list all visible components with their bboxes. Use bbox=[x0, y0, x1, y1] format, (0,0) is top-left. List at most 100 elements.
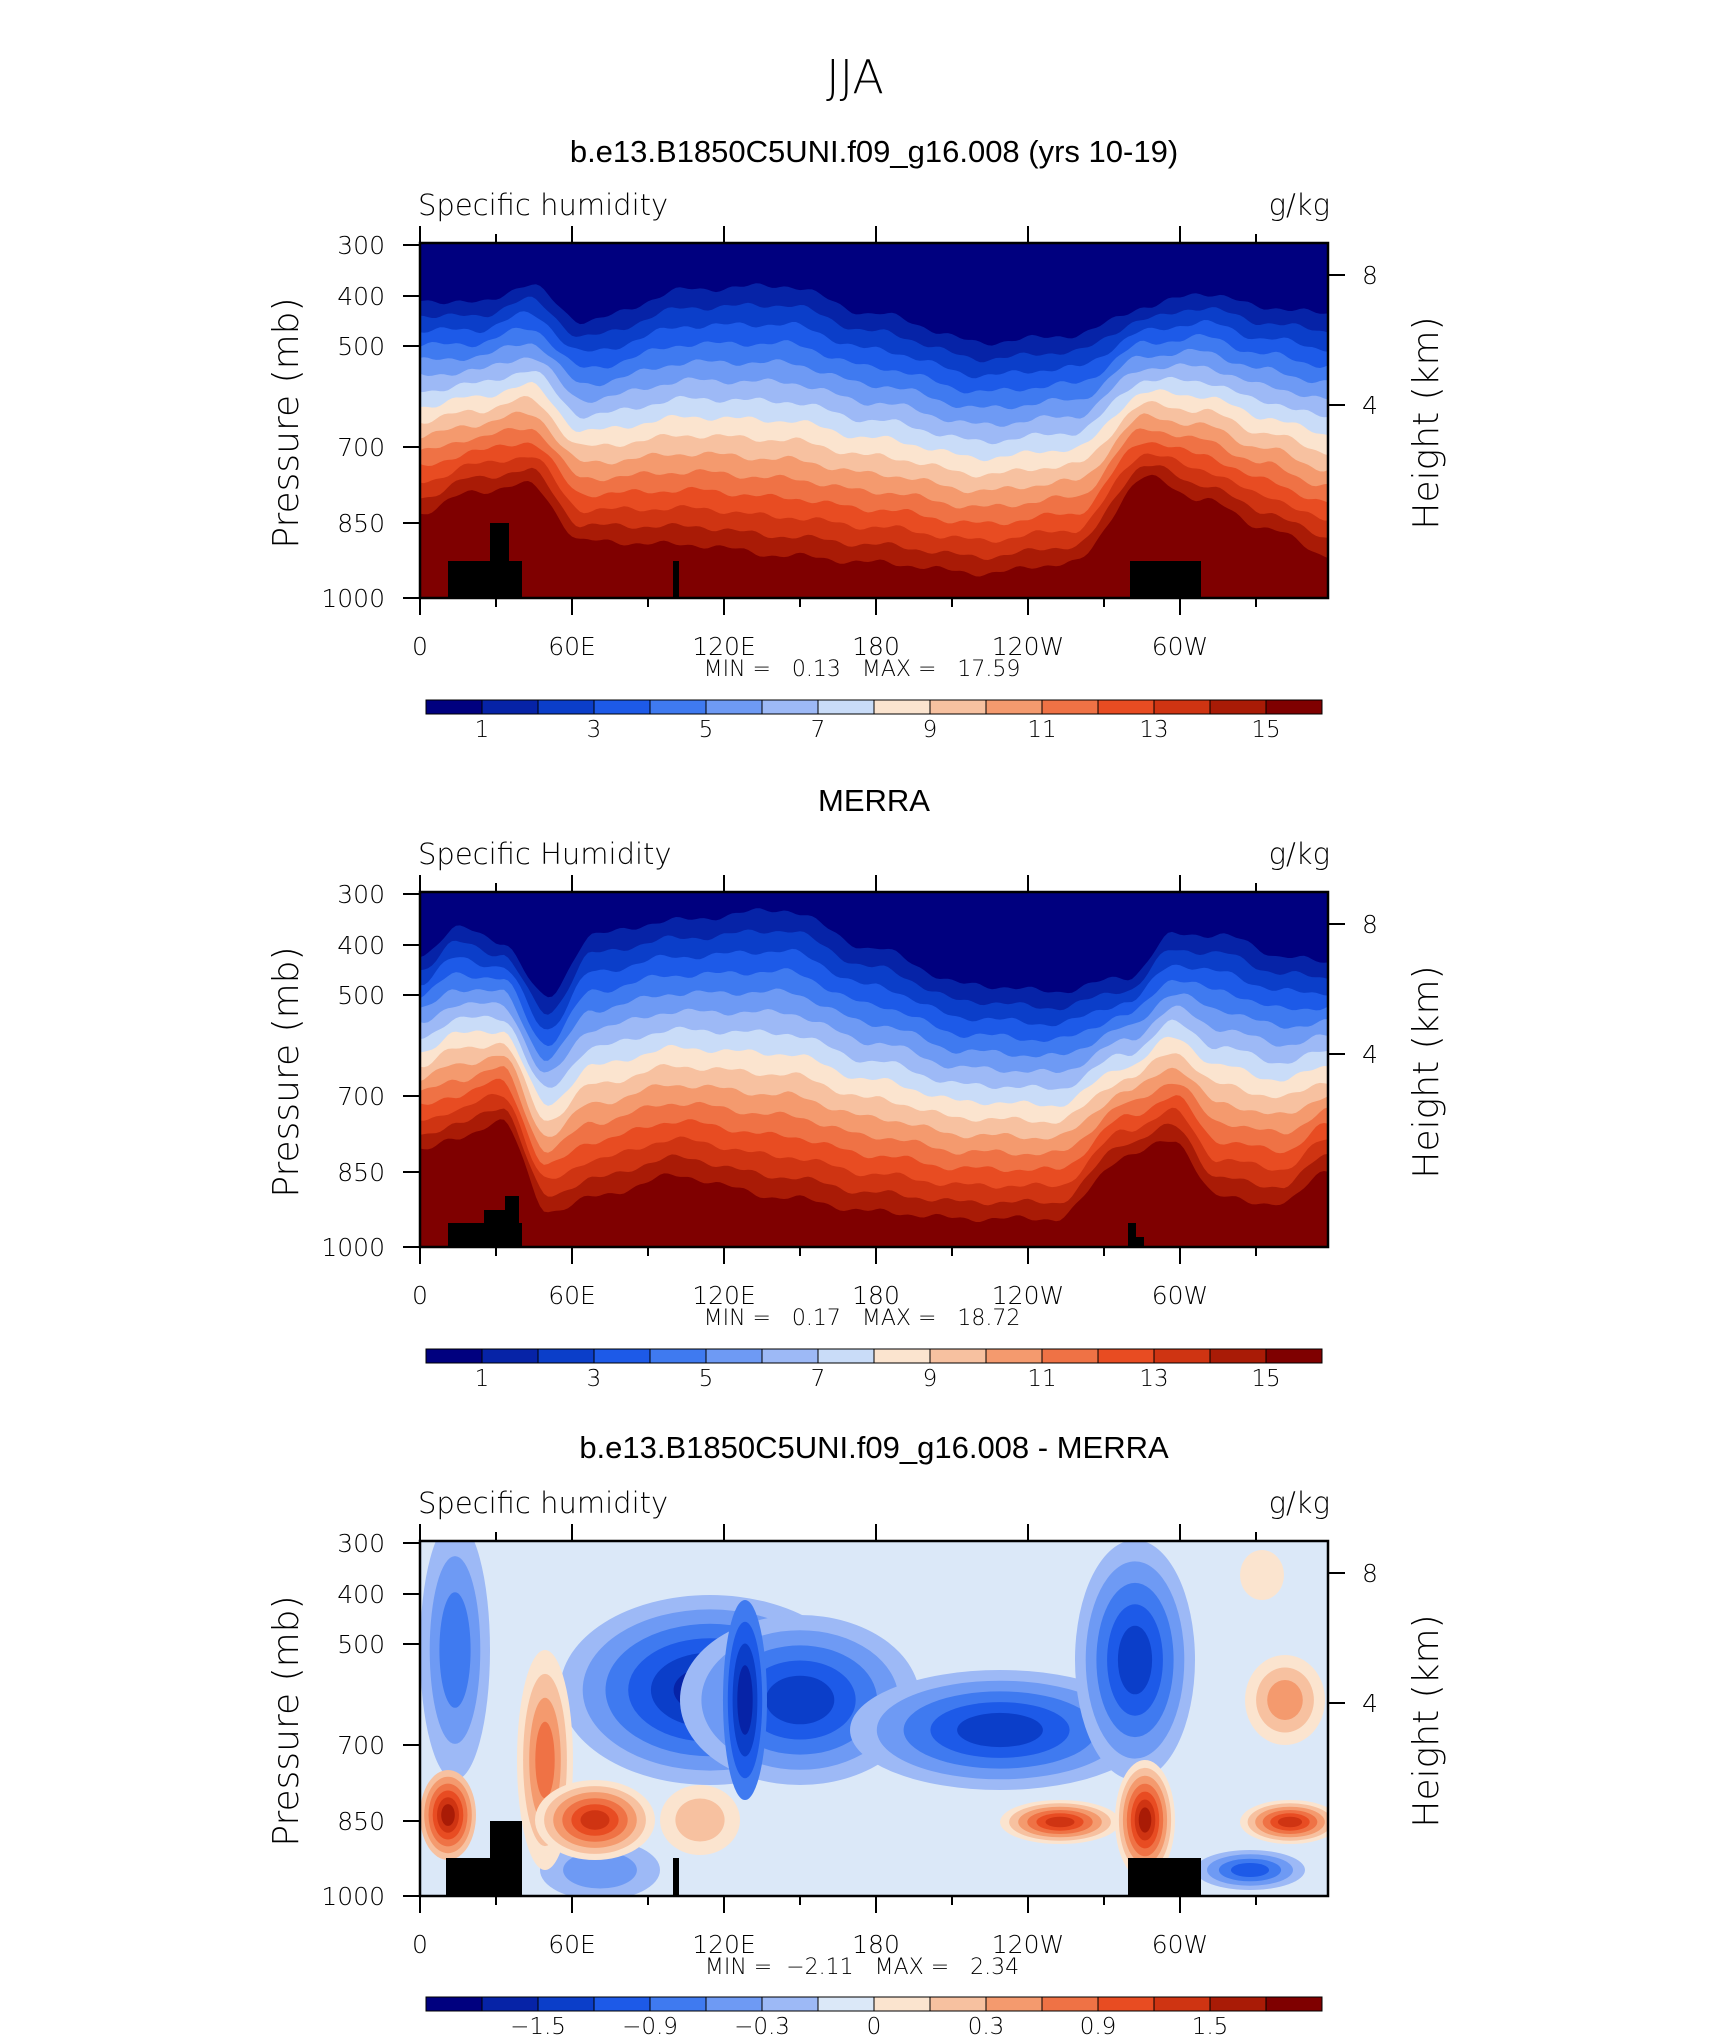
contour-band bbox=[1230, 1863, 1270, 1877]
y-tick-label: 500 bbox=[337, 332, 385, 361]
colorbar-box bbox=[1209, 699, 1267, 715]
y2-axis-label: Height (km) bbox=[1406, 316, 1447, 529]
y-axis-left bbox=[403, 1542, 420, 1897]
plot-frame bbox=[418, 890, 1330, 1249]
x-tick-label: 0 bbox=[412, 632, 428, 661]
colorbar-label: 0 bbox=[867, 2014, 882, 2038]
x-tick-label: 60W bbox=[1152, 1281, 1209, 1310]
y-tick-label: 300 bbox=[337, 880, 385, 909]
panel-title: b.e13.B1850C5UNI.f09_g16.008 - MERRA bbox=[579, 1430, 1169, 1465]
colorbar-box bbox=[761, 699, 819, 715]
y-tick-label: 300 bbox=[337, 1529, 385, 1558]
contour-band bbox=[1138, 1807, 1152, 1833]
colorbar-box bbox=[537, 1996, 595, 2012]
colorbar-label: 5 bbox=[699, 717, 714, 743]
y-axis-right bbox=[1328, 923, 1345, 1055]
colorbar-box bbox=[761, 1996, 819, 2012]
colorbar-label: 0.3 bbox=[968, 2014, 1005, 2038]
terrain-block bbox=[448, 1223, 522, 1247]
x-tick-label: 120W bbox=[992, 1281, 1064, 1310]
y-tick-label: 850 bbox=[337, 1158, 385, 1187]
contour-band bbox=[1277, 1816, 1303, 1828]
colorbar-box bbox=[593, 699, 651, 715]
y2-axis-label: Height (km) bbox=[1406, 1614, 1447, 1827]
terrain-mask bbox=[448, 523, 1201, 598]
colorbar-box bbox=[1209, 1996, 1267, 2012]
y-tick-label: 1000 bbox=[321, 1233, 385, 1262]
x-tick-label: 60W bbox=[1152, 632, 1209, 661]
y-axis-right bbox=[1328, 274, 1345, 406]
x-tick-label: 180 bbox=[852, 632, 900, 661]
colorbar-box bbox=[985, 1996, 1043, 2012]
contour-field bbox=[420, 243, 1328, 598]
colorbar-label: 7 bbox=[811, 1366, 826, 1392]
colorbar-label: 1 bbox=[475, 1366, 490, 1392]
contour-field bbox=[420, 1541, 1328, 1896]
colorbar-box bbox=[1041, 1348, 1099, 1364]
colorbar-box bbox=[425, 1348, 483, 1364]
colorbar-box bbox=[593, 1996, 651, 2012]
y-tick-label: 500 bbox=[337, 981, 385, 1010]
colorbar-label: 11 bbox=[1027, 1366, 1056, 1392]
y-tick-label: 300 bbox=[337, 231, 385, 260]
colorbar-label: 15 bbox=[1251, 1366, 1280, 1392]
colorbar-box bbox=[1041, 699, 1099, 715]
colorbar-box bbox=[1265, 699, 1323, 715]
contour-band bbox=[563, 1851, 637, 1889]
y-tick-label: 500 bbox=[337, 1630, 385, 1659]
colorbar-box bbox=[1153, 1996, 1211, 2012]
right-string: g/kg bbox=[1269, 837, 1330, 871]
colorbar-label: 3 bbox=[587, 717, 602, 743]
contour-band bbox=[535, 1721, 555, 1799]
colorbar-box bbox=[817, 699, 875, 715]
terrain-block bbox=[1132, 1237, 1144, 1247]
terrain-block bbox=[505, 1196, 519, 1223]
contour-band bbox=[1117, 1625, 1153, 1695]
colorbar-label: −0.3 bbox=[734, 2014, 790, 2038]
y-tick-label: 1000 bbox=[321, 584, 385, 613]
colorbar-box bbox=[985, 1348, 1043, 1364]
colorbar-label: 1.5 bbox=[1192, 2014, 1229, 2038]
y-axis-left bbox=[403, 893, 420, 1248]
terrain-block bbox=[1128, 1858, 1201, 1896]
colorbar-box bbox=[1097, 699, 1155, 715]
y-tick-label: 700 bbox=[337, 433, 385, 462]
x-tick-label: 60E bbox=[548, 1930, 596, 1959]
colorbar-box bbox=[761, 1348, 819, 1364]
x-tick-label: 60E bbox=[548, 1281, 596, 1310]
contour-band bbox=[580, 1810, 610, 1830]
y-tick-label: 1000 bbox=[321, 1882, 385, 1911]
colorbar-box bbox=[593, 1348, 651, 1364]
colorbar-label: 5 bbox=[699, 1366, 714, 1392]
colorbar-box bbox=[873, 1996, 931, 2012]
figure-title: JJA bbox=[826, 50, 884, 104]
y2-tick-label: 4 bbox=[1362, 1689, 1378, 1718]
colorbar-box bbox=[649, 1348, 707, 1364]
x-tick-label: 120W bbox=[992, 1930, 1064, 1959]
colorbar-box bbox=[929, 1348, 987, 1364]
x-tick-label: 120W bbox=[992, 632, 1064, 661]
contour-field bbox=[420, 892, 1328, 1247]
colorbar-box bbox=[481, 1996, 539, 2012]
contour-band bbox=[1240, 1550, 1284, 1600]
plot-frame bbox=[418, 241, 1330, 600]
colorbar bbox=[425, 699, 1323, 715]
y-axis-label: Pressure (mb) bbox=[266, 1595, 307, 1846]
contour-band bbox=[1045, 1816, 1075, 1828]
panel-1: MERRA Specific Humidity g/kg 300 400 500… bbox=[266, 783, 1447, 1392]
x-tick-label: 120E bbox=[692, 1930, 756, 1959]
panel-title: b.e13.B1850C5UNI.f09_g16.008 (yrs 10-19) bbox=[570, 134, 1178, 169]
colorbar-box bbox=[873, 699, 931, 715]
y-tick-label: 850 bbox=[337, 509, 385, 538]
contour-band bbox=[441, 1804, 455, 1826]
colorbar-box bbox=[817, 1348, 875, 1364]
y-tick-label: 700 bbox=[337, 1082, 385, 1111]
terrain-block bbox=[673, 561, 679, 598]
panel-0: b.e13.B1850C5UNI.f09_g16.008 (yrs 10-19)… bbox=[266, 134, 1447, 743]
colorbar-box bbox=[705, 1996, 763, 2012]
y2-tick-label: 8 bbox=[1362, 910, 1378, 939]
terrain-block bbox=[490, 1821, 522, 1858]
terrain-block bbox=[1128, 1223, 1136, 1247]
y-axis-right bbox=[1328, 1572, 1345, 1704]
